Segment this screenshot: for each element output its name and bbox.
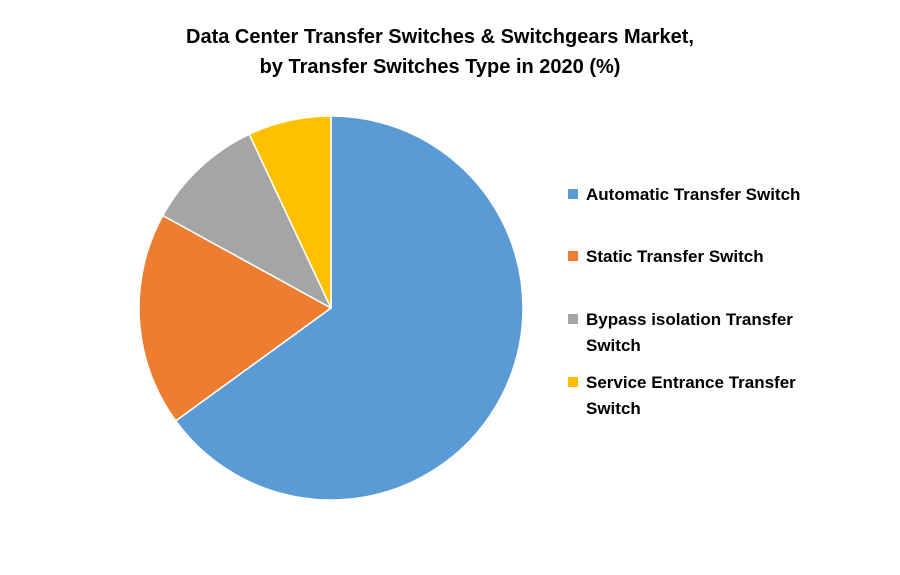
legend-swatch-automatic xyxy=(568,189,578,199)
legend-swatch-service-entrance xyxy=(568,377,578,387)
pie-slice-bypass-isolation-transfer-switch xyxy=(162,133,332,309)
chart-title-line-1: Data Center Transfer Switches & Switchge… xyxy=(186,26,694,48)
legend-label-bypass-line-2: Switch xyxy=(586,336,641,355)
legend-label-service-entrance-line-1: Service Entrance Transfer xyxy=(586,373,796,392)
pie-slice-static-transfer-switch xyxy=(138,214,332,422)
pie-slice-automatic-transfer-switch xyxy=(174,115,524,501)
legend-label-automatic: Automatic Transfer Switch xyxy=(586,182,826,208)
legend-label-bypass: Bypass isolation Transfer Switch xyxy=(586,307,826,359)
legend-label-bypass-line-1: Bypass isolation Transfer xyxy=(586,310,793,329)
legend-label-static: Static Transfer Switch xyxy=(586,244,826,270)
legend-swatch-static xyxy=(568,251,578,261)
legend-label-service-entrance: Service Entrance Transfer Switch xyxy=(586,370,826,422)
legend-label-service-entrance-line-2: Switch xyxy=(586,399,641,418)
chart-title: Data Center Transfer Switches & Switchge… xyxy=(0,22,880,82)
legend-label-automatic-line-1: Automatic Transfer Switch xyxy=(586,185,801,204)
legend-label-static-line-1: Static Transfer Switch xyxy=(586,247,764,266)
legend-swatch-bypass xyxy=(568,314,578,324)
chart-title-line-2: by Transfer Switches Type in 2020 (%) xyxy=(259,56,621,78)
pie-slice-service-entrance-transfer-switch xyxy=(248,115,332,309)
